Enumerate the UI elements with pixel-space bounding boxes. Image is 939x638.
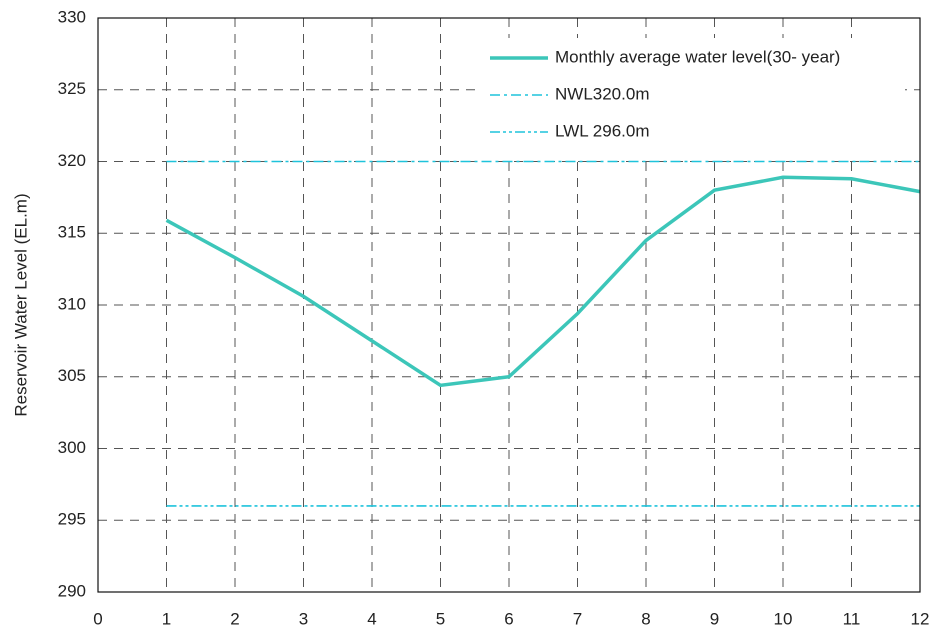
x-tick-label: 12: [911, 609, 930, 628]
y-tick-label: 320: [58, 151, 86, 170]
y-tick-label: 300: [58, 438, 86, 457]
x-tick-label: 8: [641, 609, 650, 628]
y-tick-label: 310: [58, 294, 86, 313]
x-tick-label: 3: [299, 609, 308, 628]
plot-frame: [97, 17, 921, 593]
x-tick-label: 4: [367, 609, 376, 628]
x-tick-label: 2: [230, 609, 239, 628]
y-tick-label: 295: [58, 510, 86, 529]
x-tick-label: 0: [93, 609, 102, 628]
x-tick-label: 7: [573, 609, 582, 628]
y-tick-label: 305: [58, 366, 86, 385]
x-tick-label: 9: [710, 609, 719, 628]
y-tick-label: 325: [58, 79, 86, 98]
legend-label: Monthly average water level(30- year): [555, 47, 840, 66]
legend-label: LWL 296.0m: [555, 121, 650, 140]
x-tick-label: 1: [162, 609, 171, 628]
x-tick-label: 11: [843, 609, 861, 628]
legend-label: NWL320.0m: [555, 84, 649, 103]
y-axis-label: Reservoir Water Level (EL.m): [11, 193, 30, 416]
y-tick-label: 315: [58, 223, 86, 242]
x-tick-label: 5: [436, 609, 445, 628]
series-line: [165, 175, 921, 388]
y-tick-label: 290: [58, 581, 86, 600]
x-tick-label: 6: [504, 609, 513, 628]
x-tick-label: 10: [774, 609, 793, 628]
y-tick-label: 330: [58, 7, 86, 26]
